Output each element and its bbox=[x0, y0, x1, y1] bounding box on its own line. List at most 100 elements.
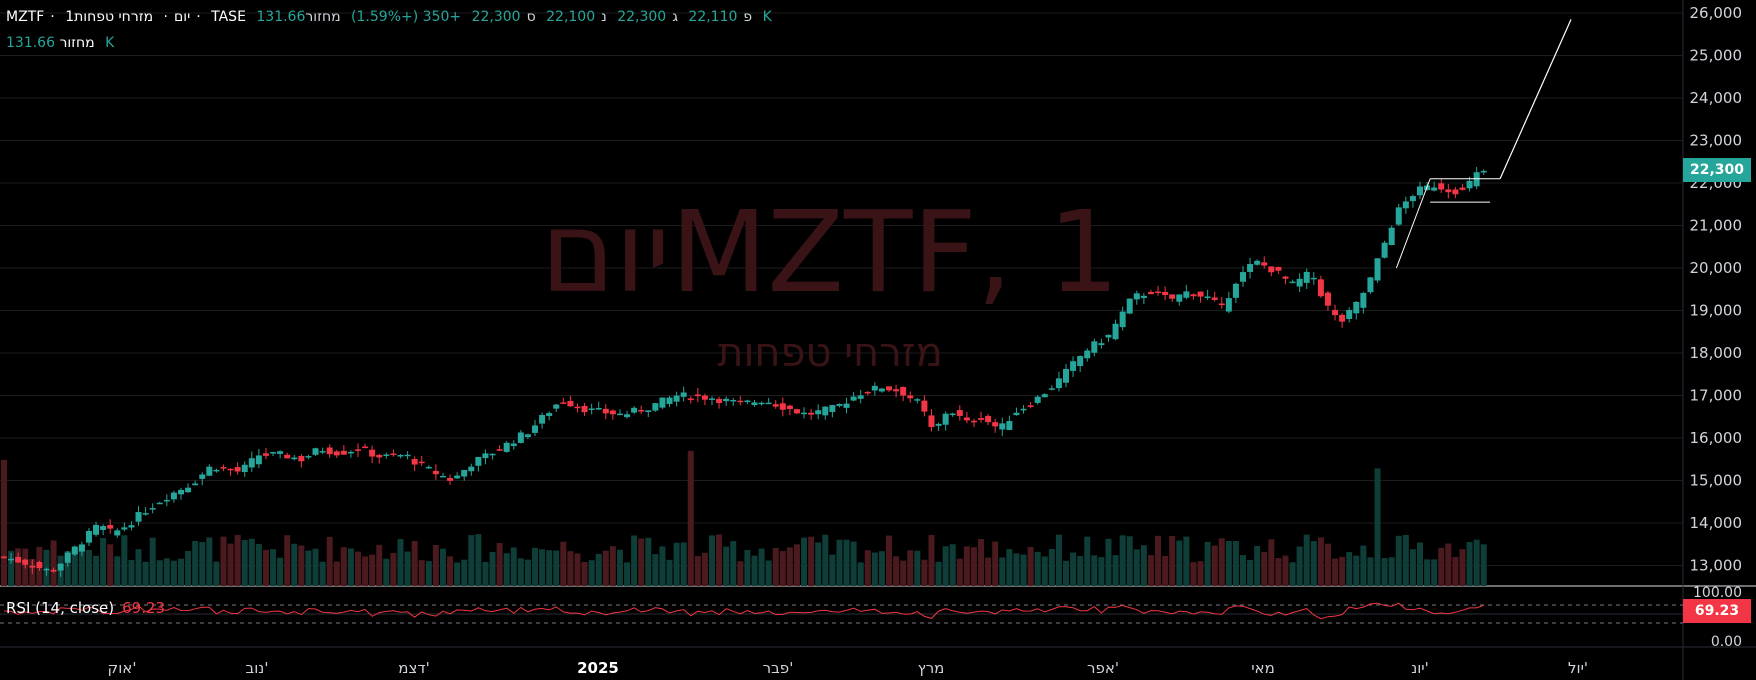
volume-bar bbox=[1126, 536, 1133, 586]
volume-bar bbox=[362, 556, 369, 586]
candle-body bbox=[1162, 291, 1169, 296]
candle-body bbox=[1459, 187, 1466, 190]
volume-bar bbox=[1190, 562, 1197, 586]
candle-body bbox=[567, 400, 574, 407]
volume-bar bbox=[680, 542, 687, 586]
volume-bar bbox=[1438, 547, 1445, 586]
candle-body bbox=[1254, 260, 1261, 265]
candle-body bbox=[517, 432, 524, 443]
y-tick-label: 19,000 bbox=[1690, 302, 1743, 320]
candle-body bbox=[482, 453, 489, 459]
candle-body bbox=[1077, 356, 1084, 367]
x-tick-label: נוב' bbox=[246, 659, 269, 677]
volume-bar bbox=[248, 538, 255, 586]
interval-label[interactable]: 1יום bbox=[65, 9, 191, 25]
volume-bar bbox=[694, 555, 701, 586]
volume-bar bbox=[1360, 545, 1367, 586]
volume-bar bbox=[135, 549, 142, 586]
candle-body bbox=[319, 451, 326, 453]
candle-body bbox=[949, 413, 956, 416]
candle-body bbox=[1438, 183, 1445, 190]
volume-bar bbox=[1169, 536, 1176, 586]
candle-body bbox=[687, 398, 694, 401]
candle-body bbox=[1303, 271, 1310, 283]
candle-body bbox=[107, 525, 114, 529]
volume-bar bbox=[1218, 538, 1225, 586]
candle-body bbox=[652, 403, 659, 411]
volume-bar bbox=[376, 544, 383, 586]
symbol-label[interactable]: MZTF bbox=[6, 9, 45, 25]
candle-body bbox=[333, 451, 340, 456]
candle-body bbox=[326, 447, 333, 455]
candle-body bbox=[383, 454, 390, 456]
volume-bar bbox=[701, 552, 708, 586]
candle-body bbox=[1183, 291, 1190, 298]
candle-body bbox=[1119, 311, 1126, 328]
candle-body bbox=[85, 530, 92, 543]
volume-bar bbox=[744, 549, 751, 586]
volume-bar bbox=[192, 540, 199, 586]
candle-body bbox=[935, 423, 942, 426]
candle-body bbox=[1034, 396, 1041, 403]
candle-body bbox=[1381, 242, 1388, 258]
volume-bar bbox=[517, 558, 524, 586]
low-label: נ bbox=[601, 9, 607, 25]
volume-bar bbox=[532, 547, 538, 586]
volume-legend[interactable]: מחזור 131.66 K bbox=[6, 35, 120, 51]
volume-label: מחזור bbox=[305, 9, 341, 25]
current-price-tag: 22,300 bbox=[1683, 158, 1751, 182]
volume-bar bbox=[454, 562, 461, 586]
candle-body bbox=[489, 453, 496, 456]
candle-body bbox=[808, 412, 815, 415]
volume-bar bbox=[156, 560, 163, 586]
volume-bar bbox=[709, 535, 715, 586]
candle-body bbox=[1452, 189, 1459, 195]
volume-bar bbox=[93, 555, 100, 586]
volume-bar bbox=[949, 544, 956, 586]
candle-body bbox=[737, 400, 744, 403]
candle-body bbox=[751, 402, 758, 406]
candle-body bbox=[1332, 309, 1339, 316]
volume-bar bbox=[199, 542, 206, 586]
candle-body bbox=[694, 394, 701, 397]
volume-bar bbox=[461, 559, 468, 586]
candle-body bbox=[1240, 272, 1246, 282]
candle-body bbox=[581, 405, 588, 413]
volume-bar bbox=[1296, 546, 1303, 586]
volume-bar bbox=[1282, 555, 1289, 586]
candle-body bbox=[638, 409, 645, 412]
candle-body bbox=[29, 565, 36, 568]
x-tick-label: יונ' bbox=[1411, 659, 1429, 677]
volume-bar bbox=[772, 547, 779, 586]
volume-bar bbox=[1381, 557, 1388, 586]
volume-bar bbox=[638, 538, 645, 586]
volume-bar bbox=[1247, 559, 1254, 586]
candle-body bbox=[815, 410, 822, 415]
volume-bar bbox=[326, 536, 333, 586]
volume-bar bbox=[1261, 552, 1268, 586]
candle-body bbox=[1409, 196, 1416, 202]
volume-bar bbox=[1155, 535, 1162, 586]
candle-body bbox=[701, 395, 708, 400]
candle-body bbox=[963, 417, 970, 421]
candle-series bbox=[1, 167, 1487, 577]
candle-body bbox=[390, 453, 397, 456]
candle-body bbox=[836, 404, 843, 406]
candle-body bbox=[871, 385, 878, 391]
volume-value: 131.66 K bbox=[256, 9, 772, 25]
volume-bar bbox=[121, 535, 128, 586]
candle-body bbox=[114, 530, 121, 536]
candle-body bbox=[1261, 262, 1268, 266]
x-tick-label: פבר' bbox=[763, 659, 794, 677]
candle-body bbox=[1445, 189, 1452, 193]
candle-body bbox=[772, 404, 779, 407]
volume-bar bbox=[1070, 552, 1077, 586]
y-tick-label: 17,000 bbox=[1690, 387, 1743, 405]
candle-body bbox=[723, 398, 730, 402]
candle-body bbox=[362, 446, 369, 449]
candle-body bbox=[36, 561, 43, 569]
candle-body bbox=[1346, 310, 1353, 319]
rsi-legend[interactable]: RSI (14, close) 69.23 bbox=[6, 599, 165, 617]
